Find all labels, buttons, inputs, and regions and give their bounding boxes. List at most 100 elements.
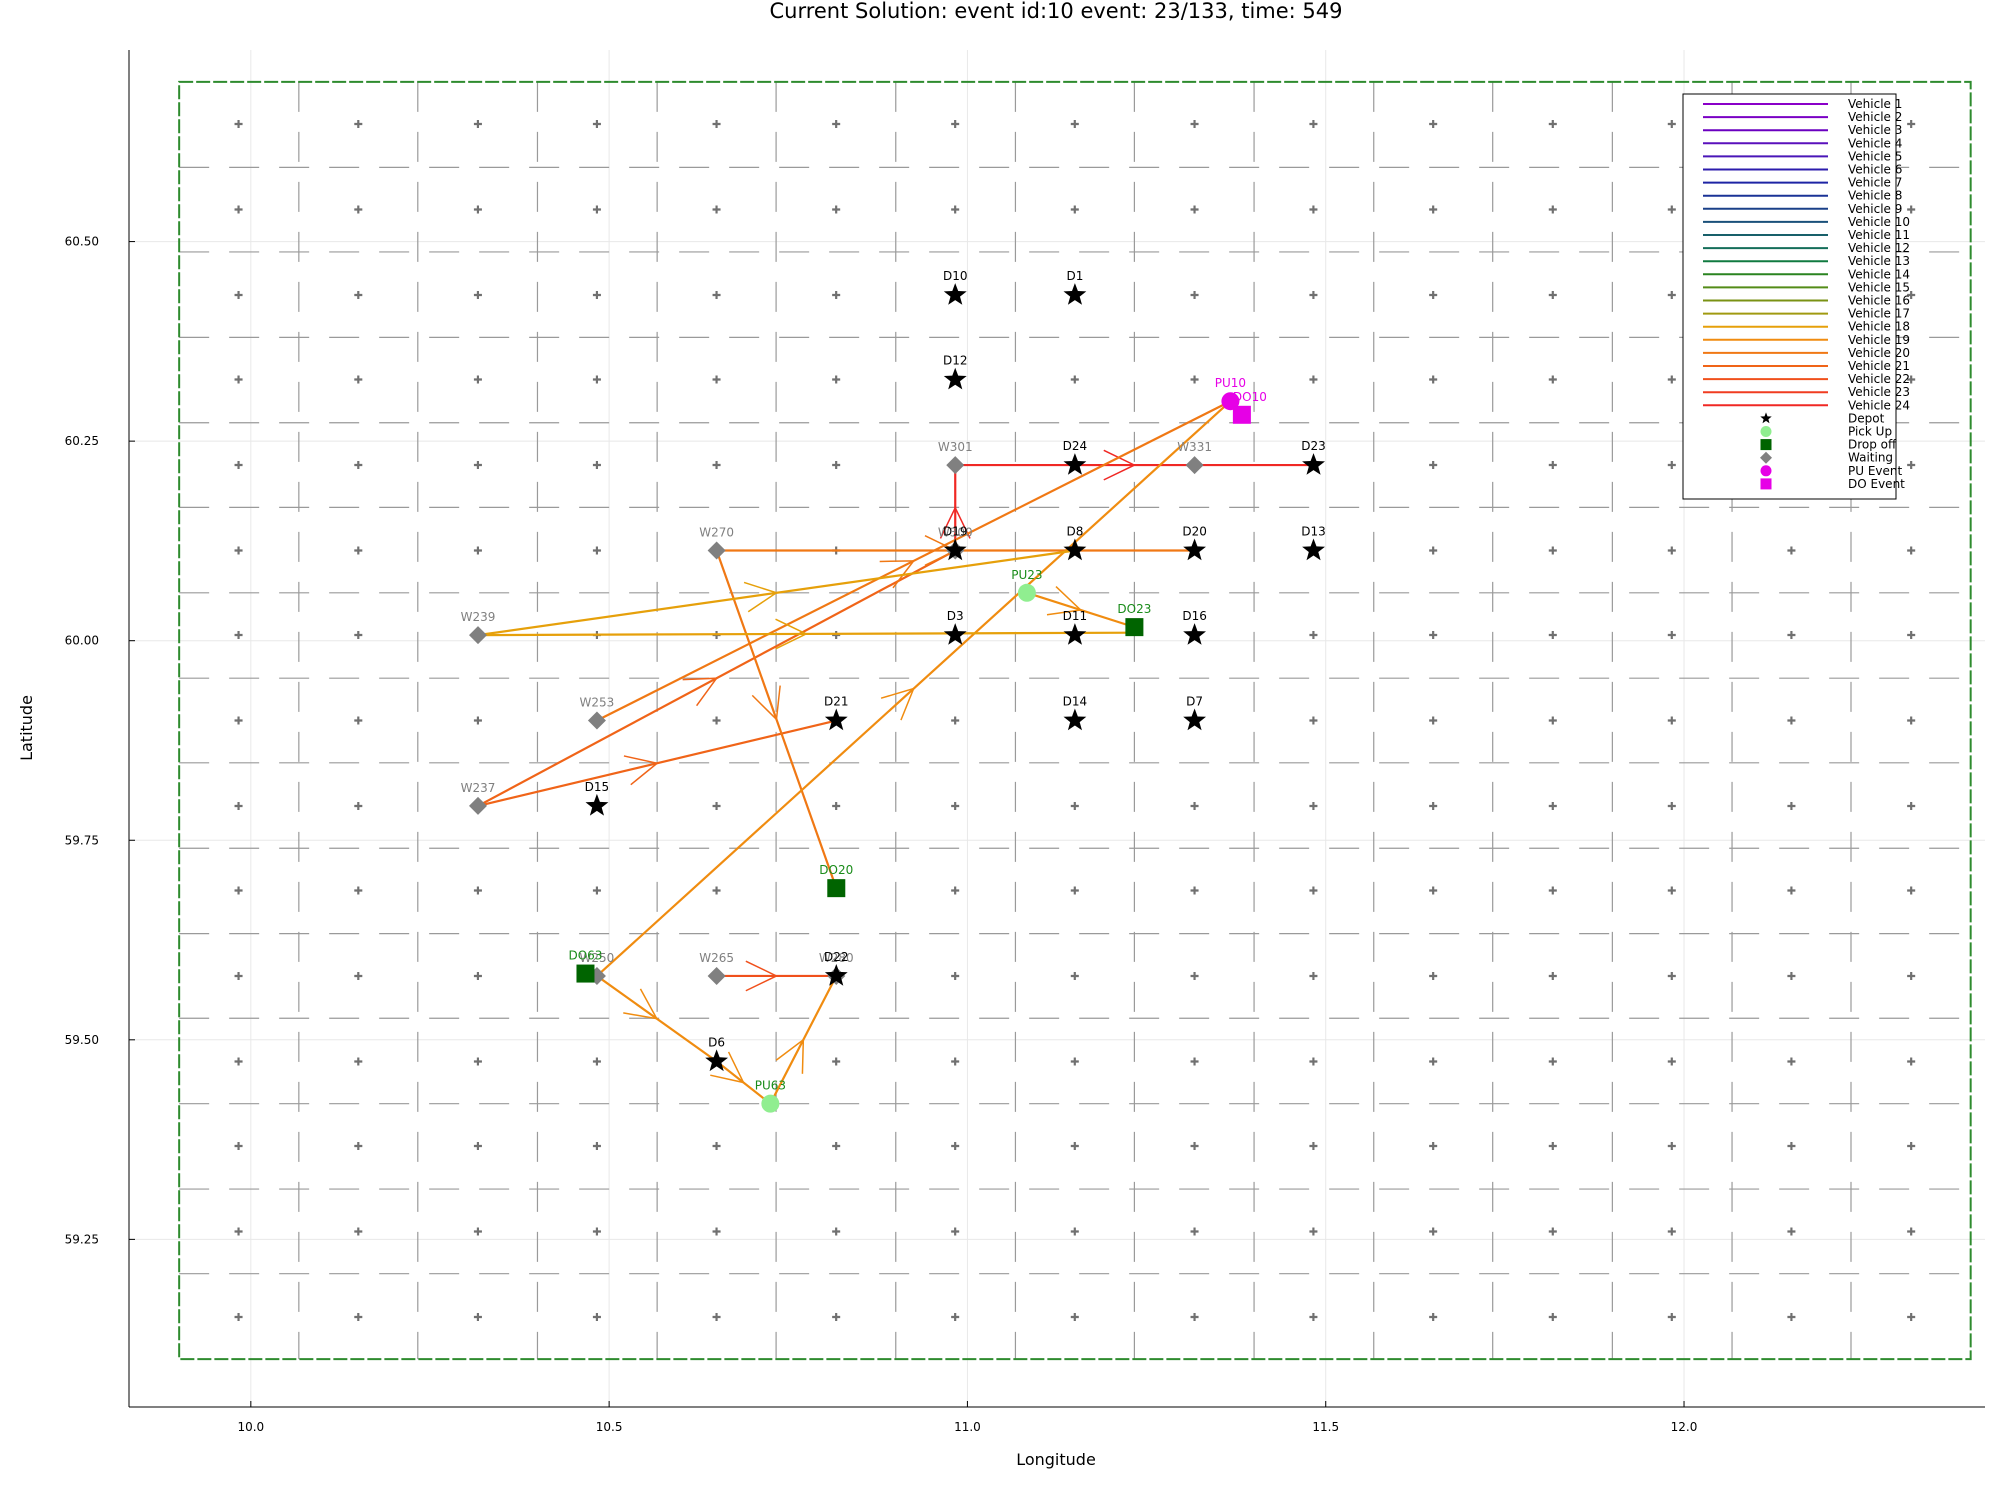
depot-label: D14 <box>1063 695 1088 709</box>
legend-depot-marker <box>1760 412 1772 424</box>
cell-center-marker: ✚ <box>1907 204 1916 217</box>
do-event-marker <box>1232 405 1251 424</box>
legend-vehicle-label: Vehicle 5 <box>1848 149 1902 163</box>
cell-center-marker: ✚ <box>1907 289 1916 302</box>
cell-center-marker: ✚ <box>832 459 841 472</box>
waiting-label: W253 <box>580 696 615 710</box>
cell-center-marker: ✚ <box>1190 1055 1199 1068</box>
cell-center-marker: ✚ <box>592 118 601 131</box>
depot-label: D1 <box>1066 269 1083 283</box>
cell-center-marker: ✚ <box>592 459 601 472</box>
cell-center-marker: ✚ <box>1667 204 1676 217</box>
cell-center-marker: ✚ <box>592 544 601 557</box>
cell-center-marker: ✚ <box>951 1225 960 1238</box>
dropoff-marker <box>827 879 846 898</box>
waiting-label: W250 <box>580 951 615 965</box>
cell-center-marker: ✚ <box>473 459 482 472</box>
cell-center-marker: ✚ <box>592 885 601 898</box>
depot-label: D6 <box>708 1035 725 1049</box>
cell-center-marker: ✚ <box>1548 1225 1557 1238</box>
cell-center-marker: ✚ <box>354 1225 363 1238</box>
legend-vehicle-label: Vehicle 24 <box>1848 398 1910 412</box>
waiting-marker <box>587 711 606 730</box>
cell-center-marker: ✚ <box>1429 1055 1438 1068</box>
pu-event-label: PU10 <box>1215 376 1246 390</box>
cell-center-marker: ✚ <box>592 1311 601 1324</box>
cell-center-marker: ✚ <box>1548 118 1557 131</box>
depot-label: D16 <box>1182 609 1207 623</box>
cell-center-marker: ✚ <box>354 800 363 813</box>
legend-vehicle-label: Vehicle 13 <box>1848 254 1910 268</box>
waiting-marker <box>468 796 487 815</box>
legend-vehicle-label: Vehicle 3 <box>1848 123 1902 137</box>
cell-center-marker: ✚ <box>473 374 482 387</box>
legend-vehicle-label: Vehicle 7 <box>1848 176 1902 190</box>
legend-marker-label: DO Event <box>1848 477 1905 491</box>
cell-center-marker: ✚ <box>951 1311 960 1324</box>
route-arrow <box>623 988 659 1020</box>
cell-center-marker: ✚ <box>234 970 243 983</box>
legend-vehicle-label: Vehicle 10 <box>1848 215 1910 229</box>
cell-center-marker: ✚ <box>712 885 721 898</box>
x-tick-label: 10.0 <box>237 1420 264 1434</box>
depot-marker <box>1302 453 1325 475</box>
waiting-label: W331 <box>1177 440 1212 454</box>
y-tick-label: 60.50 <box>65 235 99 249</box>
cell-center-marker: ✚ <box>712 374 721 387</box>
cell-center-marker: ✚ <box>1907 885 1916 898</box>
pickup-marker <box>1017 583 1036 602</box>
cell-center-marker: ✚ <box>1548 544 1557 557</box>
cell-center-marker: ✚ <box>1070 1055 1079 1068</box>
cell-center-marker: ✚ <box>1548 1311 1557 1324</box>
depot-label: D13 <box>1301 524 1326 538</box>
depot-marker <box>1302 538 1325 561</box>
legend-vehicle-label: Vehicle 2 <box>1848 110 1902 124</box>
cell-center-marker: ✚ <box>473 715 482 728</box>
cell-center-marker: ✚ <box>832 1140 841 1153</box>
cell-center-marker: ✚ <box>1787 970 1796 983</box>
cell-center-marker: ✚ <box>234 1311 243 1324</box>
cell-center-marker: ✚ <box>1667 289 1676 302</box>
cell-center-marker: ✚ <box>1309 118 1318 131</box>
cell-center-marker: ✚ <box>1548 715 1557 728</box>
cell-center-marker: ✚ <box>951 204 960 217</box>
pickup-marker <box>761 1094 780 1113</box>
cell-center-marker: ✚ <box>1429 1140 1438 1153</box>
cell-center-marker: ✚ <box>951 885 960 898</box>
cell-center-marker: ✚ <box>1309 1055 1318 1068</box>
cell-center-marker: ✚ <box>1907 459 1916 472</box>
cell-center-marker: ✚ <box>832 374 841 387</box>
legend-marker-label: PU Event <box>1848 464 1903 478</box>
legend-vehicle-label: Vehicle 6 <box>1848 163 1902 177</box>
cell-center-marker: ✚ <box>473 289 482 302</box>
dropoff-marker <box>576 964 595 983</box>
cell-center-marker: ✚ <box>1190 1140 1199 1153</box>
depot-marker <box>824 964 848 986</box>
waiting-label: W270 <box>699 525 734 539</box>
legend-marker-label: Depot <box>1848 411 1885 425</box>
cell-center-marker: ✚ <box>1667 1311 1676 1324</box>
cell-center-marker: ✚ <box>234 800 243 813</box>
cell-center-marker: ✚ <box>1548 289 1557 302</box>
cell-center-marker: ✚ <box>1907 715 1916 728</box>
markers-layer: W301 W331 W270 W300 W239 W253 W237 W265 W250 W280… <box>461 269 1326 1113</box>
cell-center-marker: ✚ <box>1787 1311 1796 1324</box>
cell-center-marker: ✚ <box>1190 970 1199 983</box>
cell-center-marker: ✚ <box>1429 544 1438 557</box>
legend-vehicle-label: Vehicle 12 <box>1848 241 1910 255</box>
legend-vehicle-label: Vehicle 1 <box>1848 97 1902 111</box>
route-arrow <box>751 685 781 721</box>
cell-center-marker: ✚ <box>1667 118 1676 131</box>
cell-center-marker: ✚ <box>1548 374 1557 387</box>
cell-center-marker: ✚ <box>1070 374 1079 387</box>
cell-center-marker: ✚ <box>473 1140 482 1153</box>
route-arrow <box>775 618 808 650</box>
waiting-marker <box>468 626 487 645</box>
cell-center-marker: ✚ <box>1667 544 1676 557</box>
cell-center-marker: ✚ <box>832 629 841 642</box>
y-tick-label: 60.00 <box>65 634 99 648</box>
region-boundary <box>178 80 1972 1361</box>
cell-center-marker: ✚ <box>1787 1225 1796 1238</box>
cell-center-marker: ✚ <box>712 459 721 472</box>
